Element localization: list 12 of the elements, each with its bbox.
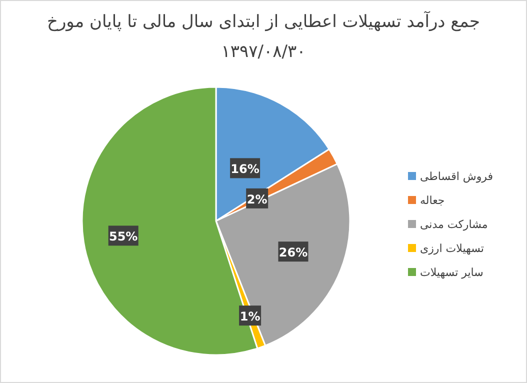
legend-label: فروش اقساطی xyxy=(420,170,493,183)
data-label: 2% xyxy=(246,192,268,206)
chart-title: جمع درآمد تسهیلات اعطایی از ابتدای سال مالی تا پایان مورخ xyxy=(46,11,480,32)
data-label: 55% xyxy=(108,230,138,244)
data-label: 16% xyxy=(230,162,260,176)
data-label: 1% xyxy=(240,310,260,324)
legend-label: تسهیلات ارزی xyxy=(420,242,484,255)
chart-subtitle: ۱۳۹۷/۰۸/۳۰ xyxy=(221,42,306,62)
legend-label: جعاله xyxy=(420,194,445,207)
legend-label: سایر تسهیلات xyxy=(420,266,484,279)
data-label: 26% xyxy=(278,246,308,260)
legend-label: مشارکت مدنی xyxy=(420,218,488,231)
